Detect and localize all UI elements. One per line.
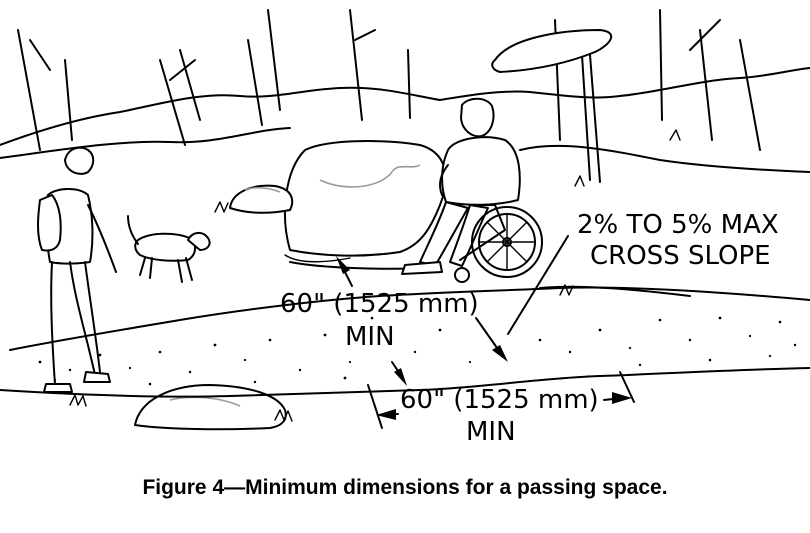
- gravel-texture: [38, 316, 797, 386]
- grass-tufts: [69, 129, 681, 422]
- width-dimension: [336, 256, 508, 362]
- trees: [17, 9, 761, 183]
- dog-figure: [127, 215, 211, 283]
- small-rock: [229, 184, 294, 214]
- foreground-rock: [134, 384, 287, 431]
- slope-label-line2: CROSS SLOPE: [590, 241, 771, 271]
- hiker-figure: [37, 146, 117, 393]
- cross-slope-leader: [507, 235, 569, 335]
- figure-caption: Figure 4—Minimum dimensions for a passin…: [142, 476, 667, 499]
- width-label-line2: MIN: [345, 322, 395, 352]
- cloud: [491, 29, 613, 73]
- background-hills: [0, 67, 810, 173]
- width-label-line1: 60" (1525 mm): [280, 289, 479, 319]
- slope-label-line1: 2% TO 5% MAX: [577, 210, 779, 240]
- trail: [0, 261, 810, 398]
- length-dimension: [367, 361, 635, 429]
- wheelchair-user-figure: [401, 97, 543, 283]
- length-label-line2: MIN: [466, 417, 516, 447]
- large-rock: [284, 140, 447, 263]
- length-label-line1: 60" (1525 mm): [400, 385, 599, 415]
